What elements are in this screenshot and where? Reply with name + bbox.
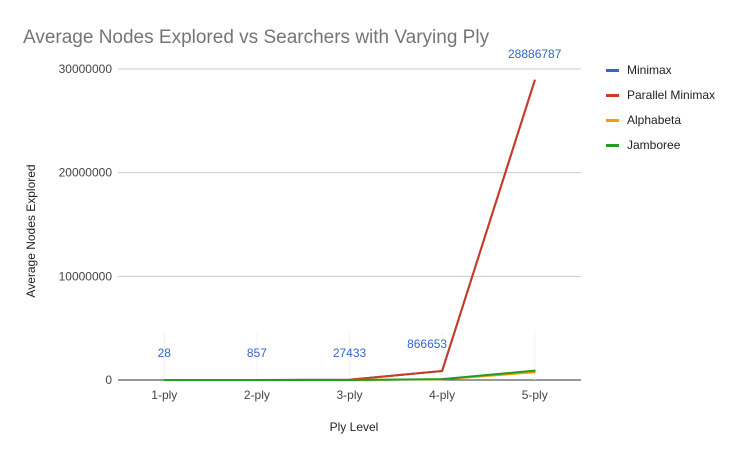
gridlines	[118, 68, 581, 381]
x-axis-title: Ply Level	[330, 420, 379, 434]
data-label: 27433	[333, 346, 367, 360]
x-tick-label: 4-ply	[429, 388, 455, 402]
x-tick-label: 2-ply	[244, 388, 270, 402]
legend-label: Jamboree	[627, 138, 681, 152]
legend-label: Minimax	[627, 63, 672, 77]
y-tick-label: 30000000	[59, 62, 113, 76]
x-axis-ticks: 1-ply 2-ply 3-ply 4-ply 5-ply	[151, 388, 547, 402]
data-label: 28886787	[508, 47, 562, 61]
y-axis-ticks: 0 10000000 20000000 30000000	[59, 62, 113, 387]
legend-label: Parallel Minimax	[627, 88, 715, 102]
x-tick-label: 3-ply	[336, 388, 362, 402]
data-labels: 28 857 27433 866653 28886787	[158, 47, 562, 360]
x-tick-label: 5-ply	[522, 388, 548, 402]
series-lines	[163, 79, 536, 381]
legend-swatch	[606, 69, 619, 72]
y-axis-title: Average Nodes Explored	[24, 164, 38, 297]
legend-label: Alphabeta	[627, 113, 681, 127]
y-tick-label: 0	[105, 373, 112, 387]
data-label: 28	[158, 346, 172, 360]
series-line-jamboree	[163, 369, 536, 381]
legend-swatch	[606, 94, 619, 97]
data-label: 866653	[407, 337, 447, 351]
chart-title: Average Nodes Explored vs Searchers with…	[23, 27, 490, 48]
y-tick-label: 20000000	[59, 166, 113, 180]
legend-swatch	[606, 119, 619, 122]
y-tick-label: 10000000	[59, 269, 113, 283]
x-tick-label: 1-ply	[151, 388, 177, 402]
legend: Minimax Parallel Minimax Alphabeta Jamboree	[606, 63, 715, 152]
legend-swatch	[606, 144, 619, 147]
data-label: 857	[247, 346, 267, 360]
